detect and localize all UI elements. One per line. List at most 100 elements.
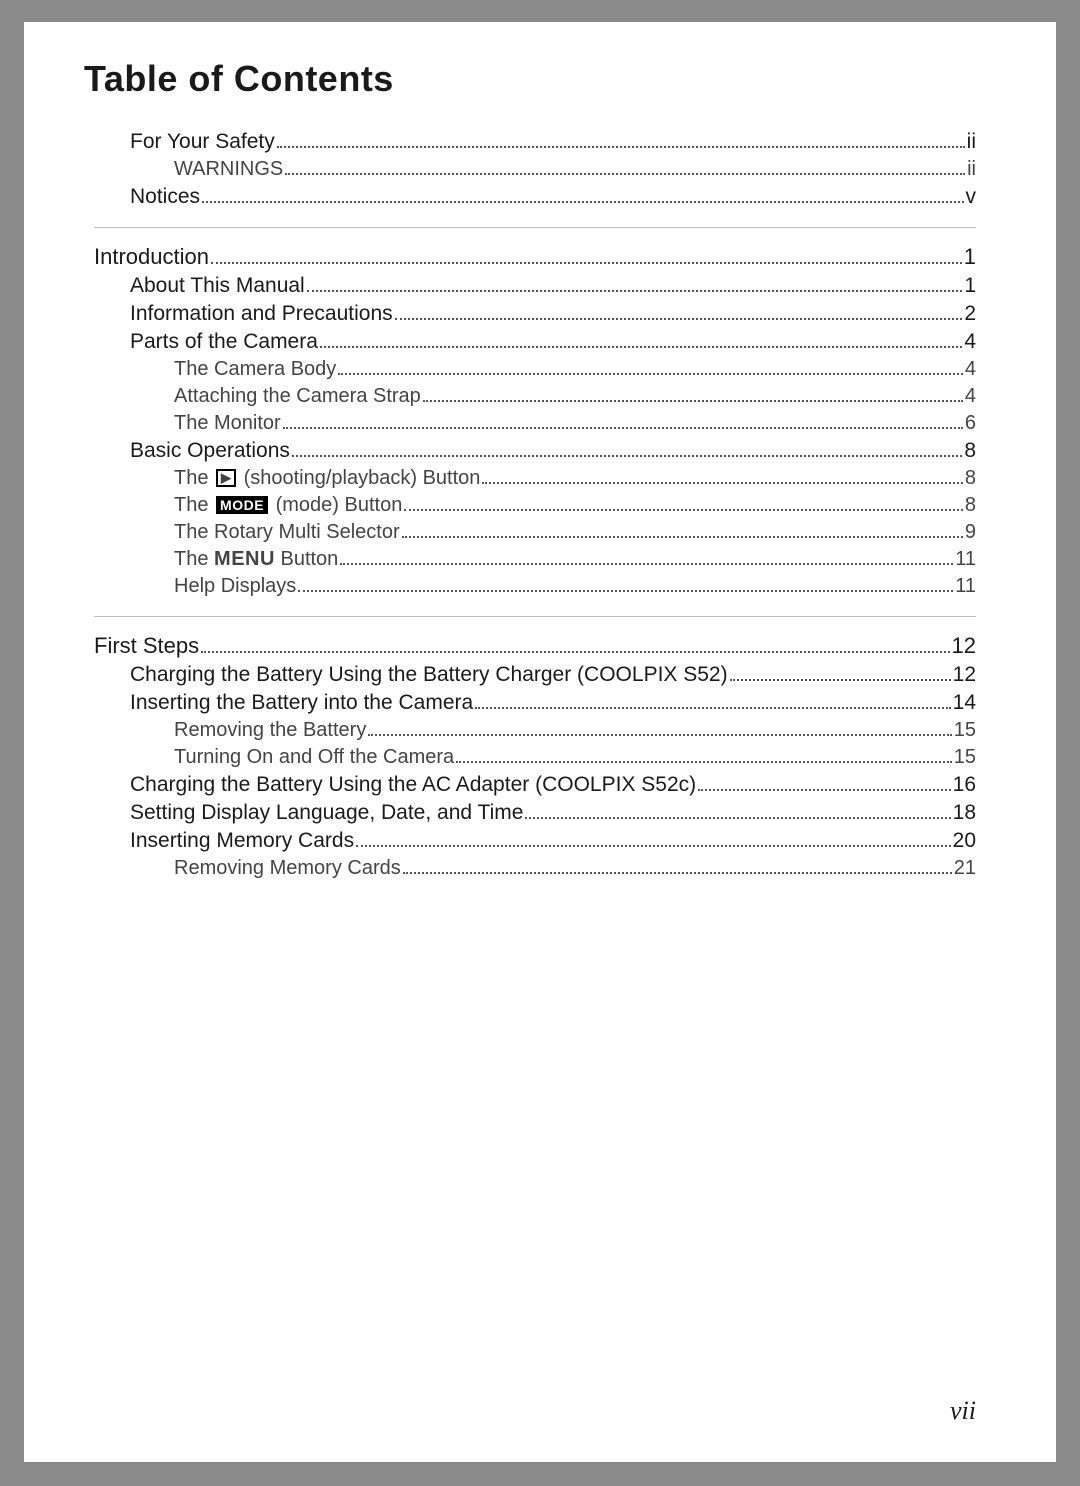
toc-page-number: 15 bbox=[954, 719, 976, 742]
toc-entry: Help Displays 11 bbox=[174, 575, 976, 598]
toc-leader-dots bbox=[402, 536, 963, 538]
table-of-contents: For Your Safetyii WARNINGSii Notices v Intro… bbox=[24, 130, 1056, 880]
toc-page-number: 16 bbox=[953, 773, 976, 797]
toc-leader-dots bbox=[403, 872, 952, 874]
section-divider bbox=[94, 227, 976, 228]
toc-leader-dots bbox=[283, 427, 963, 429]
toc-page-number: 11 bbox=[955, 548, 976, 571]
toc-entry: Introduction 1 bbox=[94, 244, 976, 270]
toc-entry: Charging the Battery Using the Battery C… bbox=[130, 663, 976, 687]
playback-icon: ▶ bbox=[216, 469, 236, 487]
toc-leader-dots bbox=[338, 373, 963, 375]
toc-label: First Steps bbox=[94, 633, 199, 659]
toc-entry: The MENU Button 11 bbox=[174, 548, 976, 571]
toc-label: Charging the Battery Using the AC Adapte… bbox=[130, 773, 696, 797]
toc-leader-dots bbox=[285, 173, 965, 175]
toc-label: WARNINGS bbox=[174, 158, 283, 181]
toc-entry: The Rotary Multi Selector9 bbox=[174, 521, 976, 544]
toc-page-number: 11 bbox=[955, 575, 976, 598]
toc-entry: The ▶ (shooting/playback) Button 8 bbox=[174, 467, 976, 490]
toc-entry: Information and Precautions 2 bbox=[130, 302, 976, 326]
toc-label: For Your Safety bbox=[130, 130, 275, 154]
toc-leader-dots bbox=[356, 845, 951, 847]
toc-leader-dots bbox=[201, 651, 949, 653]
toc-entry: The MODE (mode) Button 8 bbox=[174, 494, 976, 517]
toc-page-number: 8 bbox=[964, 439, 976, 463]
toc-page-number: 2 bbox=[964, 302, 976, 326]
mode-icon: MODE bbox=[216, 496, 268, 514]
page-header: Table of Contents bbox=[24, 22, 1056, 130]
toc-label: The ▶ (shooting/playback) Button bbox=[174, 467, 480, 490]
toc-label: Introduction bbox=[94, 244, 209, 270]
toc-leader-dots bbox=[307, 290, 963, 292]
toc-page-number: 12 bbox=[952, 633, 976, 659]
toc-leader-dots bbox=[211, 262, 962, 264]
toc-entry: Inserting the Battery into the Camera 14 bbox=[130, 691, 976, 715]
toc-page-number: 9 bbox=[965, 521, 976, 544]
toc-label: Inserting Memory Cards bbox=[130, 829, 354, 853]
toc-page-number: 14 bbox=[953, 691, 976, 715]
toc-page-number: 6 bbox=[965, 412, 976, 435]
toc-label: Removing Memory Cards bbox=[174, 857, 401, 880]
toc-page-number: 21 bbox=[954, 857, 976, 880]
toc-leader-dots bbox=[298, 590, 953, 592]
toc-leader-dots bbox=[292, 455, 962, 457]
toc-label: The Camera Body bbox=[174, 358, 336, 381]
toc-entry: The Monitor 6 bbox=[174, 412, 976, 435]
toc-entry: WARNINGSii bbox=[174, 158, 976, 181]
toc-entry: Notices v bbox=[130, 185, 976, 209]
page-number: vii bbox=[950, 1396, 976, 1426]
toc-entry: Basic Operations 8 bbox=[130, 439, 976, 463]
toc-leader-dots bbox=[525, 817, 950, 819]
toc-leader-dots bbox=[320, 346, 962, 348]
toc-page-number: 8 bbox=[965, 467, 976, 490]
toc-leader-dots bbox=[202, 201, 963, 203]
toc-label: Parts of the Camera bbox=[130, 330, 318, 354]
toc-entry: The Camera Body 4 bbox=[174, 358, 976, 381]
toc-page-number: 1 bbox=[964, 274, 976, 298]
toc-entry: About This Manual1 bbox=[130, 274, 976, 298]
toc-page-number: 1 bbox=[964, 244, 976, 270]
toc-page-number: 12 bbox=[953, 663, 976, 687]
toc-page-number: 4 bbox=[965, 385, 976, 408]
toc-page-number: 15 bbox=[954, 746, 976, 769]
toc-label: The Monitor bbox=[174, 412, 281, 435]
toc-page-number: 18 bbox=[953, 801, 976, 825]
section-divider bbox=[94, 616, 976, 617]
toc-leader-dots bbox=[482, 482, 962, 484]
toc-entry: First Steps 12 bbox=[94, 633, 976, 659]
toc-label: The MENU Button bbox=[174, 548, 338, 571]
toc-entry: Inserting Memory Cards20 bbox=[130, 829, 976, 853]
toc-entry: Removing Memory Cards 21 bbox=[174, 857, 976, 880]
toc-page-number: 4 bbox=[964, 330, 976, 354]
toc-leader-dots bbox=[475, 707, 950, 709]
toc-label: Basic Operations bbox=[130, 439, 290, 463]
page-title: Table of Contents bbox=[84, 58, 1056, 100]
toc-label: Notices bbox=[130, 185, 200, 209]
toc-label: Inserting the Battery into the Camera bbox=[130, 691, 473, 715]
toc-leader-dots bbox=[698, 789, 951, 791]
toc-entry: Parts of the Camera 4 bbox=[130, 330, 976, 354]
toc-entry: Charging the Battery Using the AC Adapte… bbox=[130, 773, 976, 797]
toc-label: Help Displays bbox=[174, 575, 296, 598]
toc-leader-dots bbox=[730, 679, 951, 681]
toc-leader-dots bbox=[277, 146, 965, 148]
toc-entry: For Your Safetyii bbox=[130, 130, 976, 154]
toc-entry: Attaching the Camera Strap 4 bbox=[174, 385, 976, 408]
toc-leader-dots bbox=[395, 318, 963, 320]
toc-page-number: 8 bbox=[965, 494, 976, 517]
toc-label: Turning On and Off the Camera bbox=[174, 746, 454, 769]
toc-label: Removing the Battery bbox=[174, 719, 366, 742]
toc-label: Setting Display Language, Date, and Time bbox=[130, 801, 523, 825]
toc-leader-dots bbox=[340, 563, 953, 565]
toc-leader-dots bbox=[456, 761, 952, 763]
toc-entry: Turning On and Off the Camera 15 bbox=[174, 746, 976, 769]
toc-label: Information and Precautions bbox=[130, 302, 393, 326]
document-page: Table of Contents For Your Safetyii WARNI… bbox=[24, 22, 1056, 1462]
toc-page-number: 4 bbox=[965, 358, 976, 381]
toc-leader-dots bbox=[423, 400, 963, 402]
toc-label: Attaching the Camera Strap bbox=[174, 385, 421, 408]
toc-leader-dots bbox=[404, 509, 963, 511]
toc-label: The MODE (mode) Button bbox=[174, 494, 402, 517]
toc-page-number: v bbox=[966, 185, 977, 209]
